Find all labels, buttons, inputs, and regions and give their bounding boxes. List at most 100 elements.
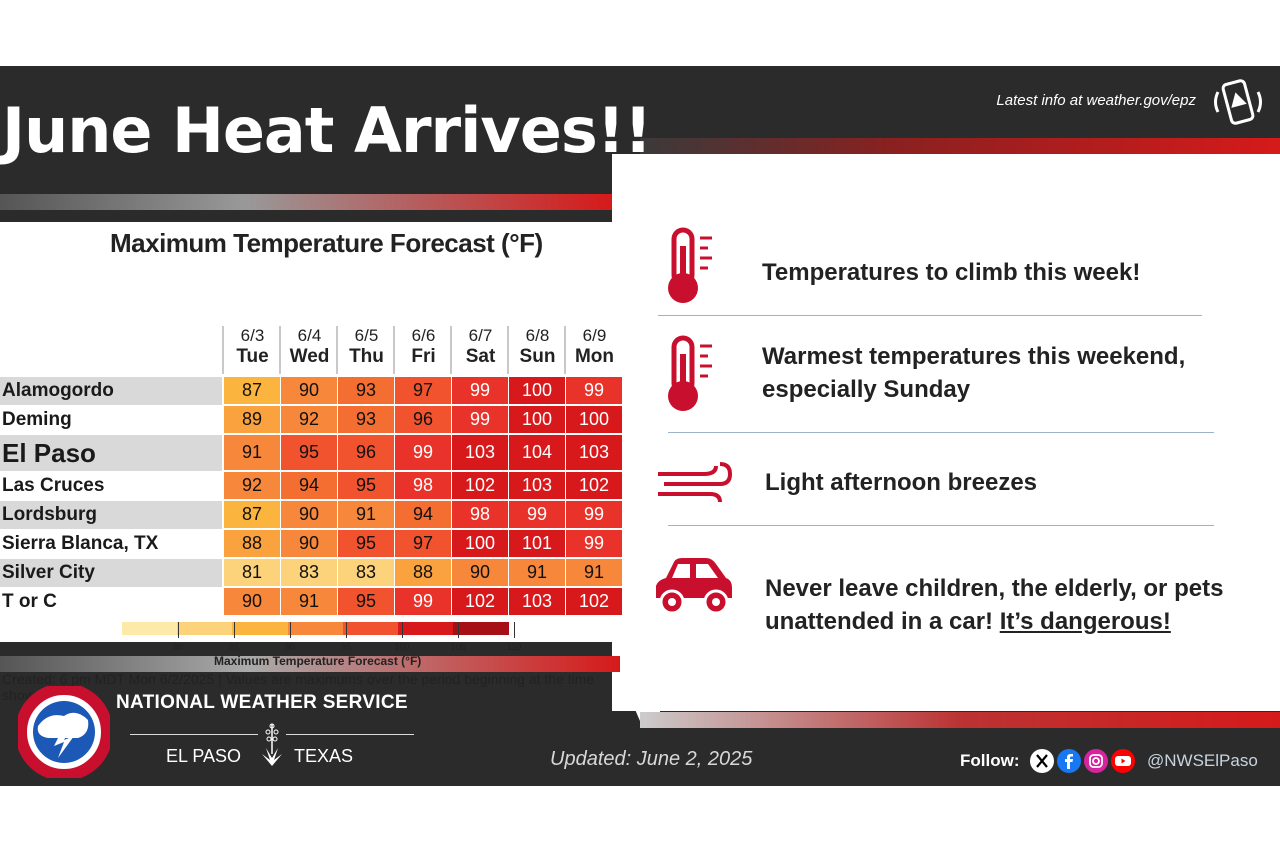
column-separator [507, 326, 509, 374]
legend-title: Maximum Temperature Forecast (°F) [214, 654, 422, 668]
legend-tick [290, 622, 291, 638]
day-header: 6/6 Fri [395, 326, 452, 368]
temperature-cell: 95 [338, 588, 394, 615]
temperature-cell: 103 [566, 435, 622, 470]
day-date: 6/6 [411, 326, 436, 345]
row-background [0, 435, 222, 471]
temperature-cell: 99 [566, 377, 622, 404]
temperature-cell: 92 [224, 472, 280, 499]
facebook-icon[interactable] [1057, 749, 1081, 773]
temperature-cell: 102 [452, 472, 508, 499]
temperature-cell: 104 [509, 435, 565, 470]
row-background [0, 501, 222, 529]
legend-segment [287, 622, 344, 635]
day-header: 6/8 Sun [509, 326, 566, 368]
temperature-cell: 89 [224, 406, 280, 433]
temperature-cell: 103 [509, 472, 565, 499]
column-separator [279, 326, 281, 374]
day-of-week: Mon [574, 346, 615, 367]
temperature-cell: 100 [566, 406, 622, 433]
footer-rule-right [286, 734, 414, 735]
stripe-left [0, 194, 612, 210]
youtube-icon[interactable] [1111, 749, 1135, 773]
legend-segment [453, 622, 510, 635]
column-separator [393, 326, 395, 374]
point-light-breezes: Light afternoon breezes [765, 469, 1038, 496]
temperature-cell: 103 [509, 588, 565, 615]
nws-seal-logo [18, 686, 110, 778]
point-warmest-line1: Warmest temperatures this weekend, [762, 343, 1186, 370]
temperature-cell: 99 [395, 588, 451, 615]
legend-tick [234, 622, 235, 638]
day-header: 6/9 Mon [566, 326, 623, 368]
city-name: T or C [2, 591, 57, 612]
stripe-bottom-left [0, 656, 620, 672]
footer-city: EL PASO [166, 746, 242, 766]
day-date: 6/3 [240, 326, 265, 345]
legend-tick [514, 622, 515, 638]
temperature-cell: 91 [281, 588, 337, 615]
phone-alert-icon [1214, 79, 1262, 125]
page-title: June Heat Arrives!! [2, 94, 652, 167]
city-name: Silver City [2, 562, 95, 583]
forecast-table-card: Maximum Temperature Forecast (°F) 6/3 Tue… [0, 222, 640, 703]
temperature-cell: 81 [224, 559, 280, 586]
legend-tick [402, 622, 403, 638]
divider-3 [668, 525, 1214, 526]
legend-tick-label: 85 [228, 642, 240, 652]
temperature-cell: 96 [338, 435, 394, 470]
temperature-cell: 93 [338, 377, 394, 404]
temperature-cell: 102 [566, 472, 622, 499]
city-name: Lordsburg [2, 504, 97, 525]
temperature-cell: 94 [281, 472, 337, 499]
legend-tick [346, 622, 347, 638]
footer-state: TEXAS [294, 746, 354, 766]
temperature-cell: 95 [281, 435, 337, 470]
day-date: 6/7 [468, 326, 493, 345]
day-date: 6/8 [525, 326, 550, 345]
column-separator [336, 326, 338, 374]
temperature-cell: 99 [452, 377, 508, 404]
x-social-icon[interactable] [1030, 749, 1054, 773]
temperature-cell: 91 [509, 559, 565, 586]
instagram-icon[interactable] [1084, 749, 1108, 773]
temperature-cell: 93 [338, 406, 394, 433]
temperature-cell: 90 [281, 530, 337, 557]
thermometer-icon-2 [668, 335, 712, 411]
legend-tick-label: 95 [340, 642, 352, 652]
car-icon [656, 558, 732, 615]
day-date: 6/5 [354, 326, 379, 345]
temperature-cell: 98 [395, 472, 451, 499]
temperature-cell: 98 [452, 501, 508, 528]
legend-tick-label: 110 [506, 642, 522, 652]
point-never-line2: unattended in a car! It’s dangerous! [765, 605, 1223, 638]
point-never-line1: Never leave children, the elderly, or pe… [765, 575, 1224, 602]
day-date: 6/9 [582, 326, 607, 345]
city-name: Alamogordo [2, 380, 114, 401]
city-name: Sierra Blanca, TX [2, 533, 159, 554]
social-handle[interactable]: @NWSElPaso [1147, 751, 1258, 770]
day-of-week: Wed [289, 346, 330, 367]
temperature-cell: 101 [509, 530, 565, 557]
legend-segment [232, 622, 289, 635]
temperature-cell: 91 [224, 435, 280, 470]
stripe-bottom-right [640, 712, 1280, 728]
latest-info-link[interactable]: Latest info at weather.gov/epz [996, 92, 1196, 109]
temperature-cell: 87 [224, 377, 280, 404]
day-of-week: Sat [465, 346, 496, 367]
legend-tick-label: 90 [284, 642, 296, 652]
legend-tick-label: 105 [450, 642, 466, 652]
temperature-cell: 92 [281, 406, 337, 433]
temperature-cell: 90 [281, 377, 337, 404]
footer-rule-left [130, 734, 258, 735]
stripe-top [640, 138, 1280, 154]
point-never-line2a: unattended in a car! [765, 608, 1000, 635]
temperature-cell: 99 [566, 501, 622, 528]
temperature-cell: 99 [452, 406, 508, 433]
temperature-cell: 95 [338, 530, 394, 557]
yucca-icon [262, 723, 282, 766]
divider-1 [658, 315, 1202, 316]
temperature-cell: 83 [338, 559, 394, 586]
legend-tick [458, 622, 459, 638]
row-background [0, 559, 222, 587]
